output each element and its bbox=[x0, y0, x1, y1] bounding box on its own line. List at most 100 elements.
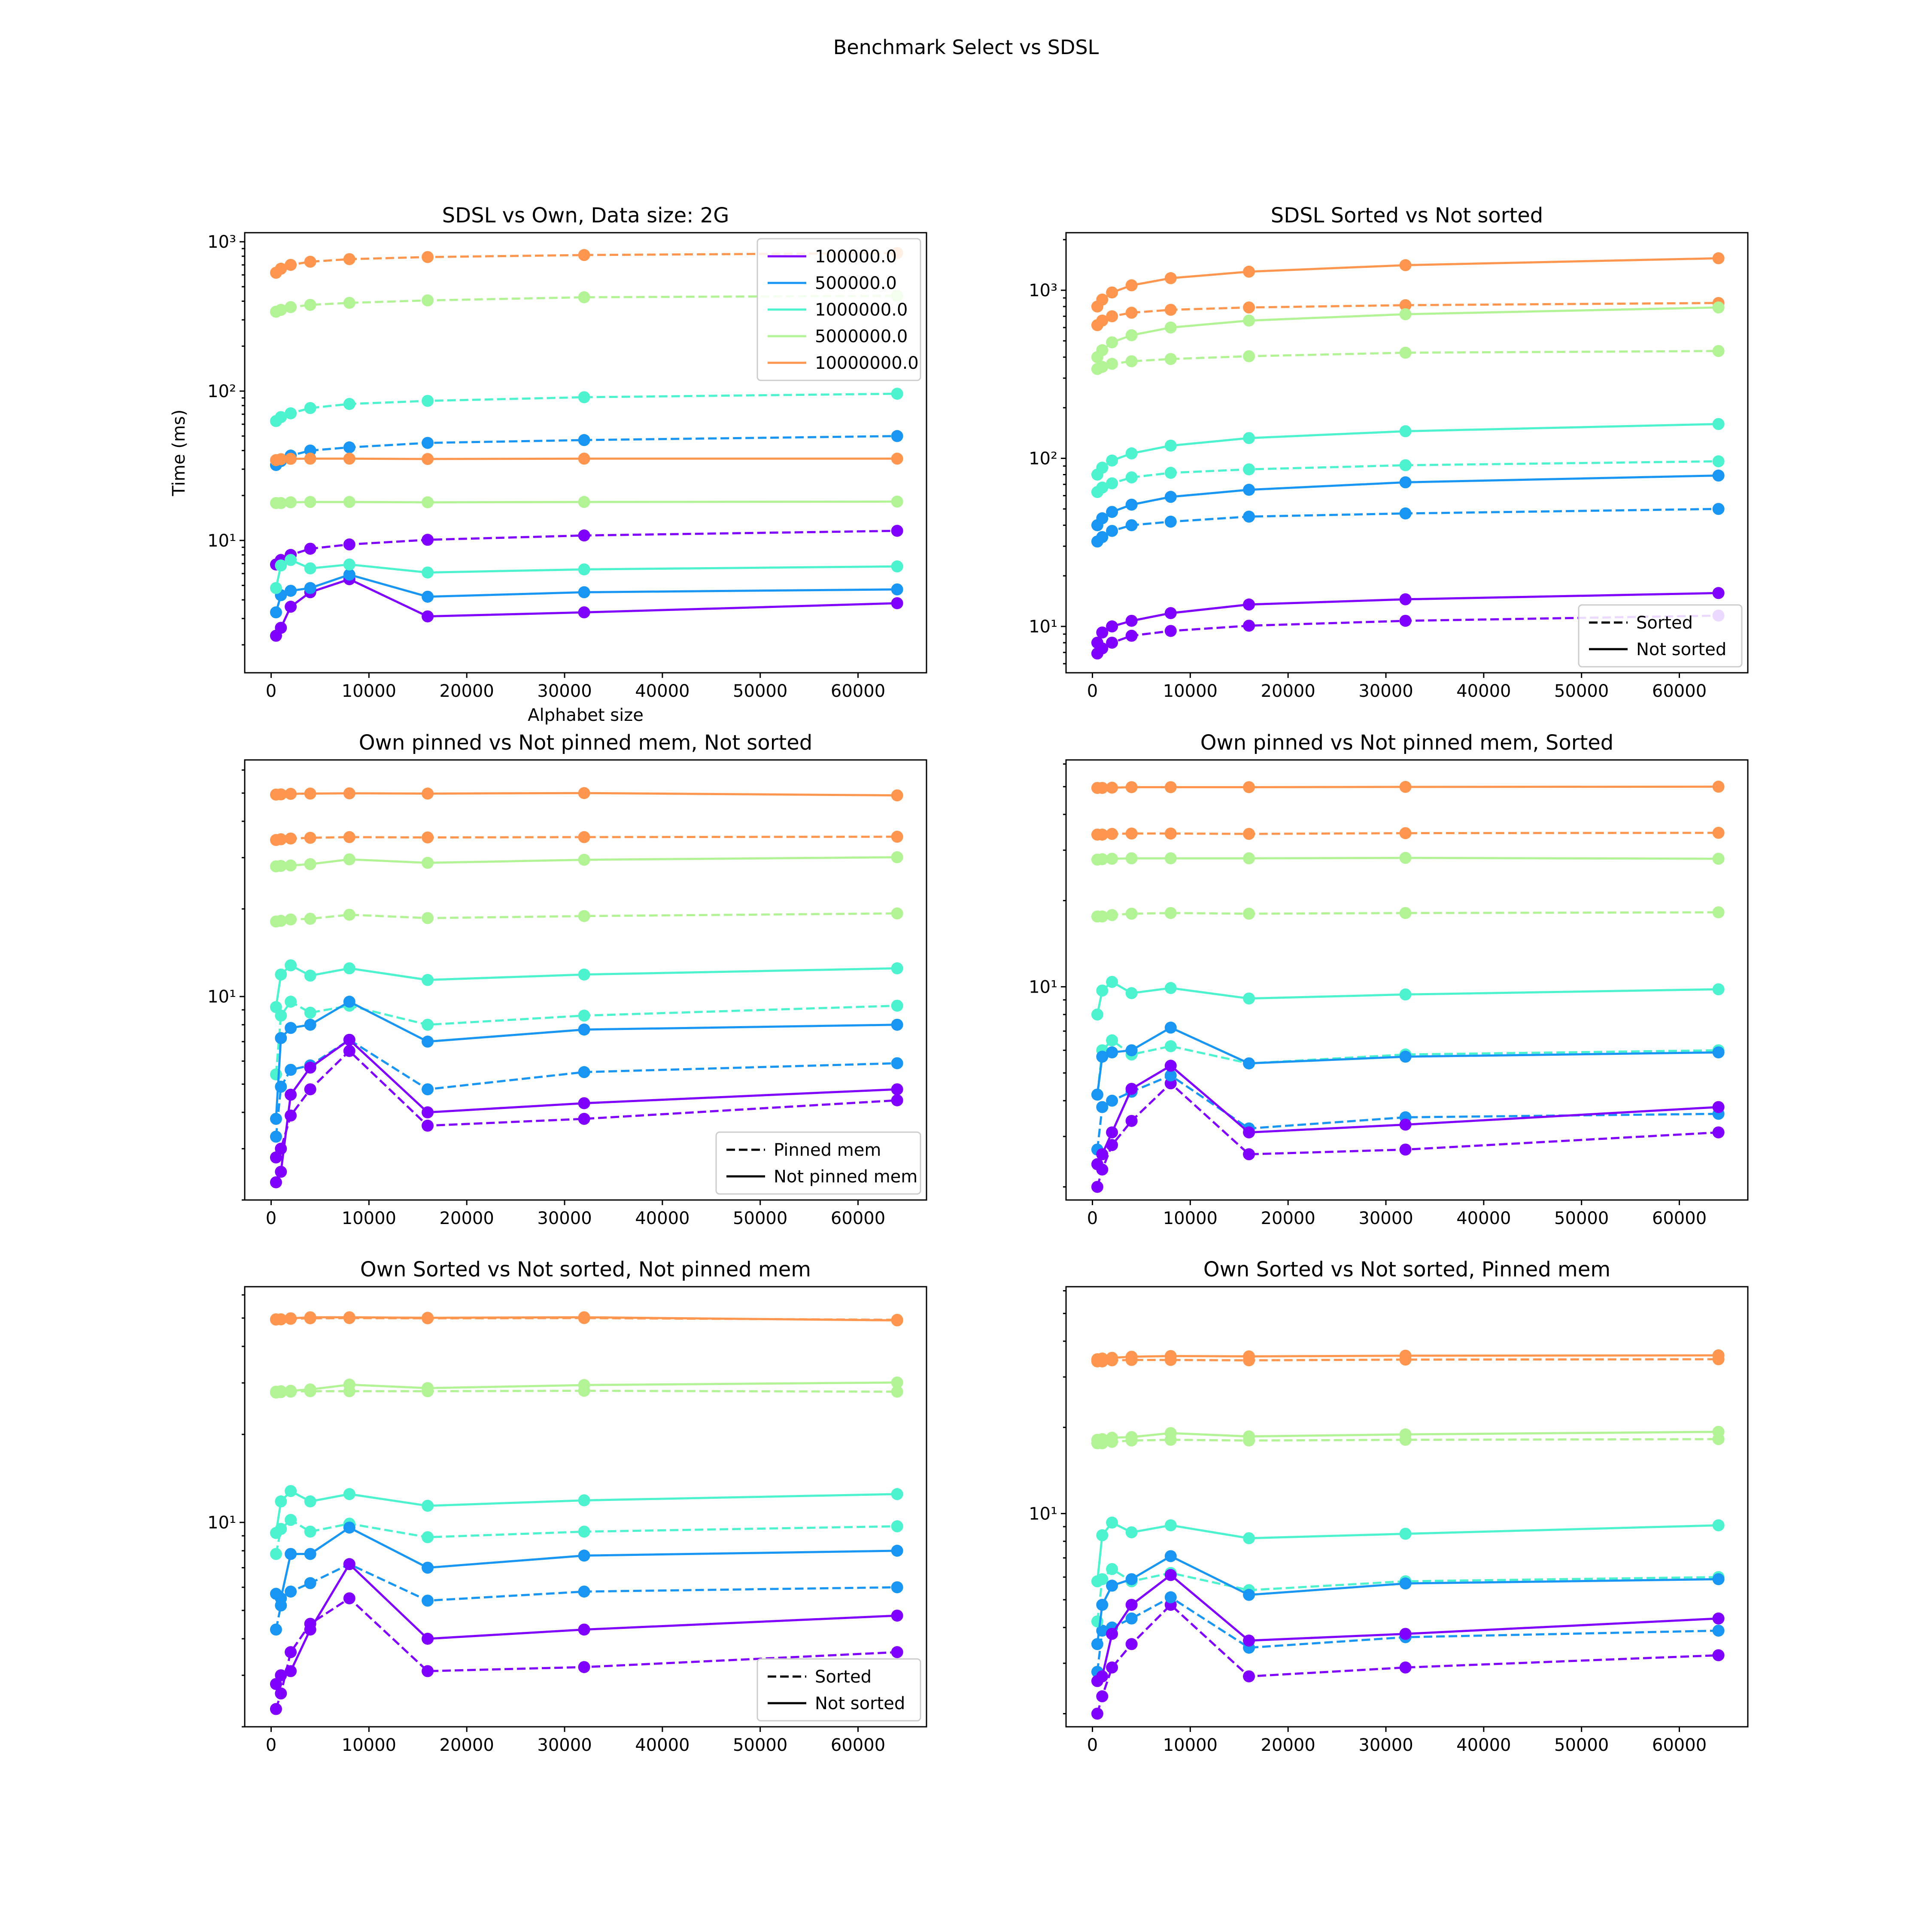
data-point bbox=[1712, 781, 1725, 793]
data-point bbox=[1096, 481, 1109, 494]
data-point bbox=[1399, 1349, 1412, 1362]
data-point bbox=[270, 1678, 282, 1690]
data-point bbox=[285, 913, 297, 926]
data-point bbox=[1712, 1126, 1725, 1139]
data-point bbox=[285, 1646, 297, 1659]
x-tick-label: 20000 bbox=[440, 681, 494, 701]
data-point bbox=[343, 253, 355, 265]
data-point bbox=[1399, 988, 1412, 1001]
data-point bbox=[422, 1595, 434, 1607]
data-point bbox=[422, 610, 434, 623]
x-tick-label: 40000 bbox=[1456, 1735, 1511, 1755]
subplot-title: Own pinned vs Not pinned mem, Sorted bbox=[1200, 731, 1614, 755]
data-point bbox=[343, 1558, 355, 1571]
subplot-3: Own pinned vs Not pinned mem, Not sorted… bbox=[207, 731, 927, 1228]
data-point bbox=[1243, 265, 1255, 278]
data-point bbox=[1164, 625, 1177, 637]
data-point bbox=[1164, 1021, 1177, 1034]
data-point bbox=[343, 297, 355, 309]
data-point bbox=[1164, 1069, 1177, 1081]
data-point bbox=[422, 1018, 434, 1031]
data-point bbox=[1125, 1083, 1138, 1095]
data-point bbox=[1125, 1638, 1138, 1650]
data-point bbox=[1096, 828, 1109, 841]
plot-frame bbox=[244, 232, 927, 674]
data-point bbox=[1399, 614, 1412, 627]
x-tick-label: 40000 bbox=[1456, 1209, 1511, 1228]
data-point bbox=[1243, 852, 1255, 865]
data-point bbox=[343, 453, 355, 465]
data-point bbox=[1125, 614, 1138, 627]
data-point bbox=[578, 434, 590, 447]
data-point bbox=[1096, 462, 1109, 474]
data-point bbox=[1164, 321, 1177, 334]
data-point bbox=[1243, 483, 1255, 496]
data-point bbox=[1712, 503, 1725, 515]
data-point bbox=[1106, 976, 1118, 988]
data-point bbox=[270, 1527, 282, 1539]
plot-frame bbox=[1065, 232, 1749, 674]
data-point bbox=[304, 969, 316, 982]
subplot-title: SDSL vs Own, Data size: 2G bbox=[442, 204, 729, 228]
data-point bbox=[1125, 1573, 1138, 1586]
data-point bbox=[275, 1687, 287, 1700]
y-tick-label: 10² bbox=[207, 382, 236, 401]
legend-label: 500000.0 bbox=[815, 273, 897, 293]
subplot-grid: SDSL vs Own, Data size: 2G 10¹ 10² 10³ 0 1000… bbox=[169, 204, 1749, 1755]
data-point bbox=[1243, 314, 1255, 327]
data-point bbox=[285, 601, 297, 613]
data-point bbox=[1243, 1589, 1255, 1601]
data-point bbox=[1399, 346, 1412, 359]
data-point bbox=[1399, 1528, 1412, 1540]
data-point bbox=[1243, 598, 1255, 611]
data-point bbox=[304, 787, 316, 800]
legend-label: 100000.0 bbox=[815, 247, 897, 267]
data-point bbox=[304, 1083, 316, 1096]
data-point bbox=[891, 1646, 903, 1659]
data-point bbox=[1399, 852, 1412, 864]
legend-label: Not sorted bbox=[815, 1694, 905, 1713]
data-point bbox=[891, 1545, 903, 1557]
data-point bbox=[1399, 1143, 1412, 1156]
data-point bbox=[1164, 467, 1177, 479]
series-group bbox=[270, 787, 903, 1188]
data-point bbox=[578, 787, 590, 799]
data-point bbox=[1243, 301, 1255, 314]
data-point bbox=[1164, 1519, 1177, 1531]
data-point bbox=[275, 1166, 287, 1178]
data-point bbox=[285, 832, 297, 845]
data-point bbox=[275, 860, 287, 872]
data-point bbox=[1125, 1526, 1138, 1539]
data-point bbox=[1399, 907, 1412, 919]
data-point bbox=[1712, 906, 1725, 918]
x-tick-label: 40000 bbox=[635, 1735, 690, 1755]
data-point bbox=[891, 1610, 903, 1622]
data-point bbox=[285, 407, 297, 419]
data-point bbox=[1399, 507, 1412, 519]
data-point bbox=[422, 1312, 434, 1324]
x-tick-label: 10000 bbox=[1163, 1735, 1218, 1755]
data-point bbox=[343, 1311, 355, 1324]
data-point bbox=[1399, 459, 1412, 471]
data-point bbox=[1243, 1634, 1255, 1647]
x-tick-label: 0 bbox=[266, 1209, 276, 1228]
data-point bbox=[304, 1061, 316, 1074]
data-point bbox=[1243, 828, 1255, 840]
data-point bbox=[1106, 1580, 1118, 1592]
x-tick-label: 40000 bbox=[635, 681, 690, 701]
data-point bbox=[285, 859, 297, 872]
data-point bbox=[891, 1018, 903, 1031]
subplot-title: Own Sorted vs Not sorted, Not pinned mem bbox=[360, 1258, 811, 1282]
data-point bbox=[285, 496, 297, 508]
x-tick-label: 50000 bbox=[733, 1735, 787, 1755]
data-point bbox=[343, 853, 355, 866]
x-tick-label: 30000 bbox=[1358, 1735, 1413, 1755]
data-point bbox=[578, 1009, 590, 1022]
data-point bbox=[1106, 286, 1118, 299]
legend-box bbox=[715, 1131, 921, 1195]
data-point bbox=[1399, 1661, 1412, 1674]
data-point bbox=[422, 1036, 434, 1048]
data-point bbox=[422, 534, 434, 546]
data-point bbox=[891, 560, 903, 573]
data-point bbox=[343, 1522, 355, 1534]
